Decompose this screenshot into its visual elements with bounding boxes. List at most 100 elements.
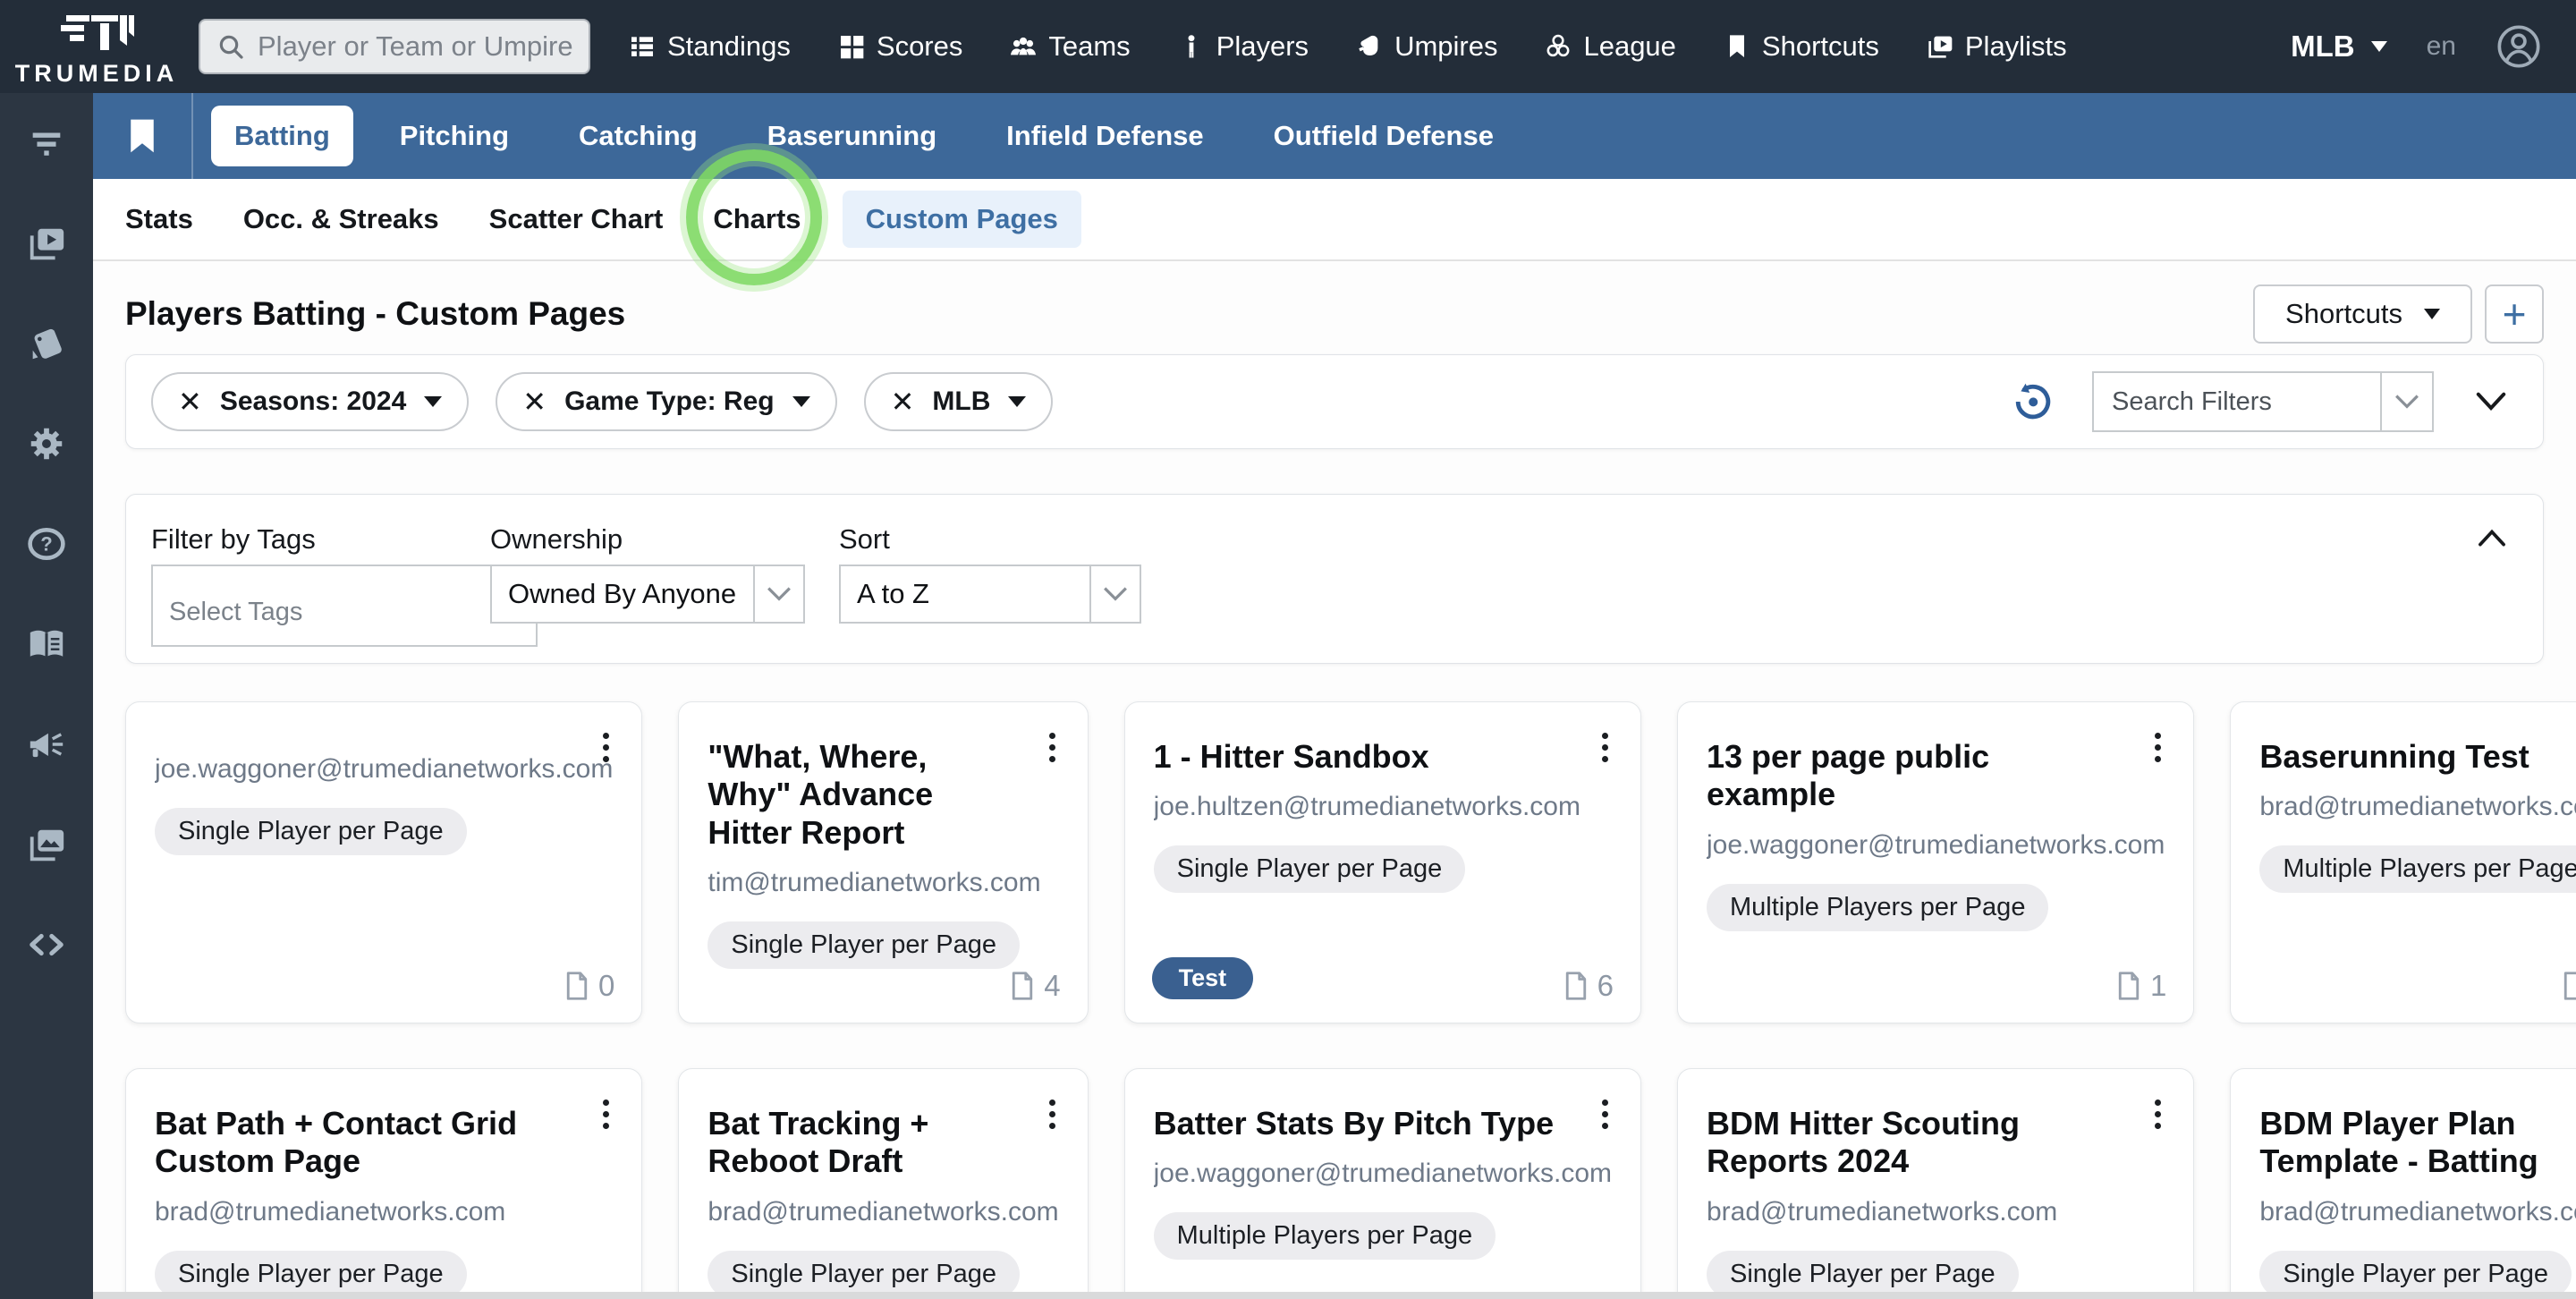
chevron-down-icon (1089, 566, 1140, 622)
custom-page-card[interactable]: 1 - Hitter Sandbox joe.hultzen@trumedian… (1123, 701, 1641, 1023)
sort-select[interactable]: A to Z (839, 565, 1141, 624)
sidebar-settings-button[interactable] (0, 394, 93, 494)
brand-name: TRUMEDIA (14, 59, 179, 87)
player-person-icon (1188, 35, 1195, 58)
sidebar-glossary-button[interactable] (0, 594, 93, 694)
filter-history-icon[interactable] (2012, 380, 2055, 423)
sidebar-announcements-button[interactable] (0, 694, 93, 794)
chevron-down-icon (1008, 396, 1027, 407)
card-tag-pill: Single Player per Page (1153, 845, 1466, 894)
card-count-value: 1 (2150, 969, 2167, 1002)
filter-panel-collapse-icon[interactable] (2475, 390, 2507, 413)
ownership-select[interactable]: Owned By Anyone (490, 565, 805, 624)
card-title: Batter Stats By Pitch Type (1153, 1105, 1555, 1142)
tab-occ-streaks[interactable]: Occ. & Streaks (242, 203, 439, 234)
card-title: Bat Path + Contact Grid Custom Page (155, 1105, 518, 1180)
panel-collapse-up-icon[interactable] (2477, 527, 2507, 548)
filter-chip-game-type[interactable]: ✕ Game Type: Reg (496, 372, 837, 431)
tab-catching[interactable]: Catching (579, 120, 698, 151)
nav-playlists[interactable]: Playlists (1926, 30, 2067, 63)
tab-pitching[interactable]: Pitching (399, 120, 510, 151)
nav-teams[interactable]: Teams (1009, 30, 1131, 63)
card-menu-kebab-icon[interactable] (1046, 1096, 1059, 1133)
sidebar-media-library-button[interactable] (0, 794, 93, 895)
trumedia-logo[interactable]: TRUMEDIA (0, 6, 193, 88)
document-icon (2564, 972, 2576, 1000)
tab-baserunning[interactable]: Baserunning (767, 120, 937, 151)
nav-umpires[interactable]: Umpires (1355, 30, 1497, 63)
global-search[interactable] (199, 19, 590, 74)
league-selector[interactable]: MLB (2291, 30, 2387, 64)
sidebar-developer-button[interactable] (0, 895, 93, 995)
language-indicator[interactable]: en (2426, 31, 2456, 61)
sidebar-filter-button[interactable] (0, 93, 93, 193)
league-balls-icon (1547, 34, 1570, 57)
chevron-down-icon (2424, 309, 2440, 319)
tab-outfield-defense[interactable]: Outfield Defense (1273, 120, 1494, 151)
card-owner-email: brad@trumedianetworks.com (155, 1196, 506, 1227)
custom-page-card[interactable]: "What, Where, Why" Advance Hitter Report… (678, 701, 1089, 1023)
select-tags-input[interactable] (151, 565, 538, 647)
card-menu-kebab-icon[interactable] (1046, 729, 1059, 766)
filter-chip-mlb[interactable]: ✕ MLB (863, 372, 1054, 431)
nav-standings[interactable]: Standings (628, 30, 791, 63)
remove-icon[interactable]: ✕ (890, 386, 915, 418)
tab-charts[interactable]: Charts (713, 203, 801, 234)
filter-lines-icon (32, 132, 61, 156)
card-menu-kebab-icon[interactable] (599, 1096, 613, 1133)
remove-icon[interactable]: ✕ (178, 386, 202, 418)
global-search-input[interactable] (258, 30, 572, 63)
nav-players[interactable]: Players (1177, 30, 1309, 63)
divider (191, 93, 193, 179)
tab-infield-defense[interactable]: Infield Defense (1006, 120, 1204, 151)
card-menu-kebab-icon[interactable] (1598, 1096, 1612, 1133)
card-menu-kebab-icon[interactable] (1598, 729, 1612, 766)
horizontal-scrollbar[interactable] (93, 1292, 2576, 1299)
user-avatar-icon[interactable] (2496, 23, 2542, 70)
bookmark-icon[interactable] (127, 118, 157, 154)
card-owner-email: joe.waggoner@trumedianetworks.com (1707, 829, 2165, 860)
card-menu-kebab-icon[interactable] (2151, 729, 2165, 766)
filter-chip-seasons[interactable]: ✕ Seasons: 2024 (151, 372, 470, 431)
card-menu-kebab-icon[interactable] (2151, 1096, 2165, 1133)
nav-shortcuts[interactable]: Shortcuts (1723, 30, 1879, 63)
sidebar-video-playlists-button[interactable] (0, 193, 93, 293)
chevron-down-icon (2370, 41, 2387, 52)
sidebar-cards-button[interactable] (0, 293, 93, 394)
custom-page-card[interactable]: 13 per page public example joe.waggoner@… (1677, 701, 2195, 1023)
search-filters-input[interactable] (2094, 373, 2380, 430)
card-count-value: 0 (598, 969, 615, 1002)
sidebar-help-button[interactable]: ? (0, 494, 93, 594)
tab-custom-pages[interactable]: Custom Pages (842, 191, 1081, 248)
scores-grid-icon (840, 36, 864, 59)
tab-scatter-chart[interactable]: Scatter Chart (488, 203, 664, 234)
card-count-value: 4 (1044, 969, 1061, 1002)
nav-label: Playlists (1964, 30, 2067, 62)
nav-league[interactable]: League (1544, 30, 1676, 63)
custom-page-card[interactable]: Batter Stats By Pitch Type joe.waggoner@… (1123, 1068, 1641, 1299)
remove-icon[interactable]: ✕ (522, 386, 547, 418)
custom-page-card[interactable]: Bat Tracking + Reboot Draft brad@trumedi… (678, 1068, 1089, 1299)
card-page-count: 4 (1006, 969, 1061, 1003)
custom-page-card[interactable]: BDM Player Plan Template - Batting brad@… (2230, 1068, 2576, 1299)
nav-label: Scores (876, 30, 963, 62)
tab-stats[interactable]: Stats (125, 203, 193, 234)
card-tag-pill: Single Player per Page (155, 808, 467, 855)
tab-batting[interactable]: Batting (211, 106, 353, 166)
search-filters-dropdown[interactable] (2380, 373, 2432, 430)
custom-page-card[interactable]: joe.waggoner@trumedianetworks.com Single… (125, 701, 643, 1023)
document-icon (1565, 972, 1586, 1000)
card-menu-kebab-icon[interactable] (599, 729, 613, 766)
custom-page-card[interactable]: Baserunning Test brad@trumedianetworks.c… (2230, 701, 2576, 1023)
nav-scores[interactable]: Scores (837, 30, 962, 63)
chevron-down-icon (792, 396, 810, 407)
chevron-down-icon (753, 566, 803, 622)
card-tag-pill: Single Player per Page (708, 1250, 1020, 1298)
tags-ownership-sort-panel: Filter by Tags Ownership Owned By Anyone… (125, 494, 2544, 664)
league-selector-value: MLB (2291, 30, 2355, 63)
card-tag-pill: Single Player per Page (708, 921, 1020, 970)
custom-page-card[interactable]: BDM Hitter Scouting Reports 2024 brad@tr… (1677, 1068, 2195, 1299)
shortcuts-dropdown-button[interactable]: Shortcuts (2253, 284, 2472, 344)
add-custom-page-button[interactable]: + (2485, 284, 2544, 344)
custom-page-card[interactable]: Bat Path + Contact Grid Custom Page brad… (125, 1068, 643, 1299)
